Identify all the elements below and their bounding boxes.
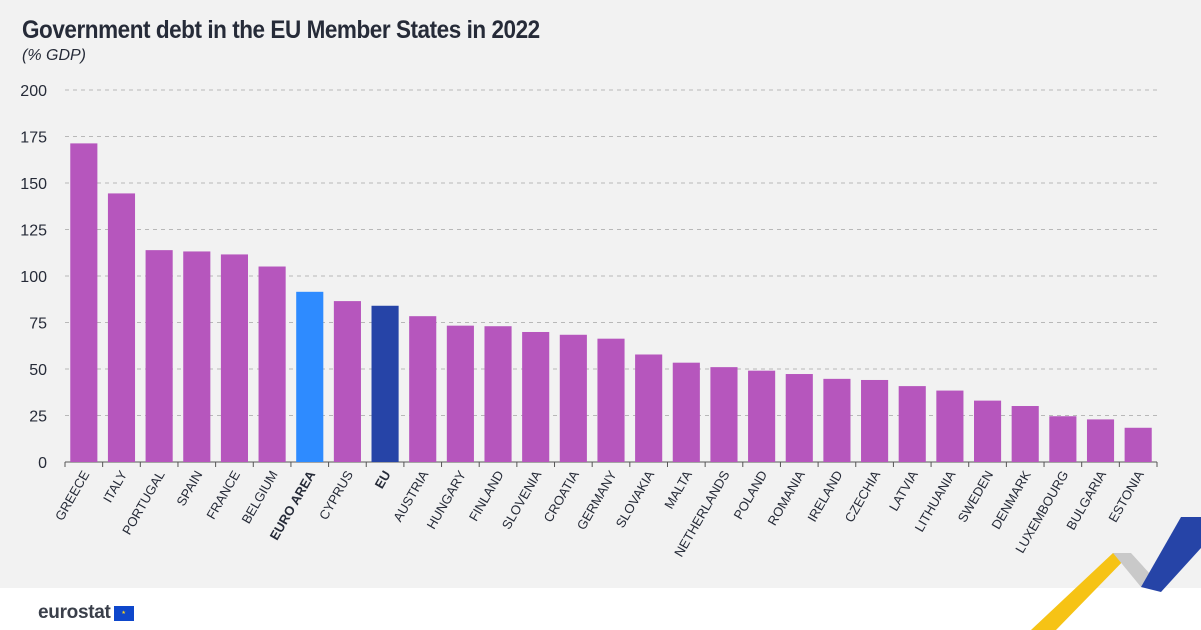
bar	[333, 301, 361, 462]
y-tick-label: 125	[20, 223, 47, 240]
deco-yellow-stripe	[1031, 553, 1131, 630]
eurostat-logo[interactable]: eurostat ★	[38, 602, 134, 624]
bar	[409, 316, 437, 462]
bar	[1049, 416, 1077, 462]
bar	[710, 367, 738, 462]
bar	[861, 379, 889, 462]
bar	[70, 143, 98, 462]
x-tick-label: GREECE	[52, 468, 93, 523]
x-tick-label: HUNGARY	[424, 468, 470, 532]
y-tick-label: 50	[29, 362, 47, 379]
deco-blue-stripe	[1141, 517, 1201, 592]
x-tick-label: POLAND	[730, 468, 770, 522]
bar	[597, 338, 625, 462]
x-tick-label: MALTA	[661, 468, 695, 512]
bar	[258, 266, 286, 462]
bar	[1124, 427, 1152, 462]
x-tick-label: FINLAND	[466, 468, 507, 524]
x-tick-label: ROMANIA	[765, 468, 808, 528]
bar	[484, 326, 512, 462]
x-tick-label: AUSTRIA	[390, 468, 431, 525]
deco-grey-chevron	[1113, 553, 1151, 587]
x-tick-label: BELGIUM	[238, 468, 280, 526]
chart-title: Government debt in the EU Member States …	[22, 16, 540, 44]
x-tick-label: CROATIA	[541, 468, 583, 525]
bar	[1086, 419, 1115, 462]
x-tick-label: SLOVAKIA	[613, 468, 658, 531]
x-tick-label: IRELAND	[804, 468, 845, 524]
eu-flag-icon: ★	[113, 605, 134, 621]
x-tick-label: SLOVENIA	[499, 468, 545, 532]
x-tick-label: ITALY	[100, 468, 130, 505]
bar	[823, 378, 851, 462]
chart-subtitle: (% GDP)	[22, 47, 86, 64]
footer: eurostat ★	[0, 588, 1201, 630]
bar	[672, 362, 700, 462]
y-tick-label: 25	[29, 409, 47, 426]
y-tick-label: 0	[38, 455, 47, 472]
bar	[635, 354, 663, 462]
y-tick-label: 75	[29, 316, 47, 333]
y-tick-label: 175	[20, 130, 47, 147]
bar	[371, 305, 399, 462]
bar	[183, 251, 211, 462]
y-tick-label: 200	[20, 83, 47, 100]
corner-decoration	[1031, 517, 1201, 630]
x-tick-label: FRANCE	[203, 468, 243, 522]
bar	[973, 400, 1002, 462]
bar	[107, 193, 136, 462]
bar	[559, 334, 587, 462]
bar	[936, 390, 964, 462]
bar	[748, 370, 776, 462]
bar	[446, 325, 474, 462]
x-tick-label: LATVIA	[886, 468, 921, 514]
y-tick-label: 100	[20, 269, 47, 286]
bar	[145, 250, 173, 462]
bar	[898, 386, 926, 462]
y-tick-label: 150	[20, 176, 47, 193]
logo-text: eurostat	[38, 602, 111, 623]
bar	[296, 291, 324, 462]
x-tick-label: SWEDEN	[955, 468, 997, 525]
x-tick-label: CYPRUS	[316, 468, 356, 523]
bar	[522, 331, 550, 462]
x-tick-label: EU	[372, 468, 394, 491]
bar	[1011, 406, 1039, 462]
x-tick-label: CZECHIA	[842, 468, 884, 525]
x-tick-label: SPAIN	[173, 468, 205, 508]
bar	[220, 254, 249, 462]
bar	[785, 374, 813, 462]
